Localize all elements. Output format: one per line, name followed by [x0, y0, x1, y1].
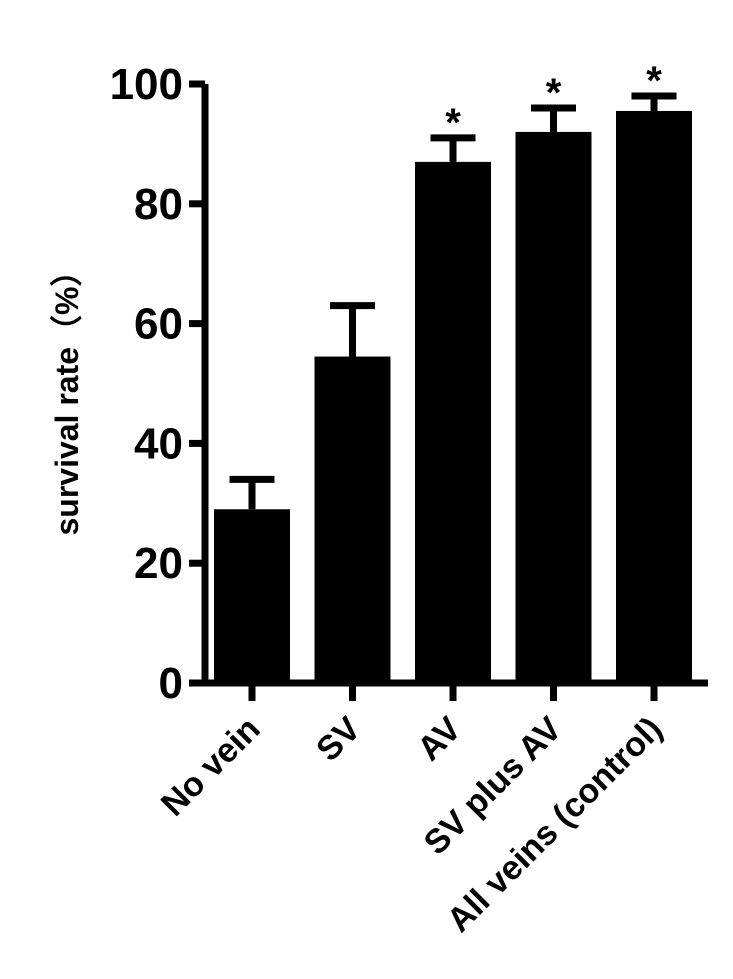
y-tick-label: 100: [110, 60, 183, 109]
significance-marker: *: [646, 59, 662, 103]
y-tick-label: 60: [134, 300, 183, 349]
x-category-label: AV: [410, 710, 469, 769]
y-tick-label: 40: [134, 419, 183, 468]
bar: [314, 356, 391, 683]
bar: [415, 161, 491, 683]
x-category-label: SV: [309, 710, 368, 769]
significance-marker: *: [445, 101, 461, 145]
bar: [214, 509, 290, 683]
y-tick-label: 0: [159, 659, 183, 708]
bars-group: * * *: [214, 59, 692, 684]
x-axis: [201, 679, 708, 701]
x-category-label: No vein: [154, 710, 268, 824]
y-tick-label: 20: [134, 539, 183, 588]
y-axis-title: survival rate（%）: [49, 254, 85, 535]
y-axis: 0 20 40 60 80 100: [110, 60, 209, 708]
bar: [515, 131, 592, 684]
y-tick-label: 80: [134, 180, 183, 229]
significance-marker: *: [546, 71, 562, 115]
bar: [616, 110, 692, 683]
